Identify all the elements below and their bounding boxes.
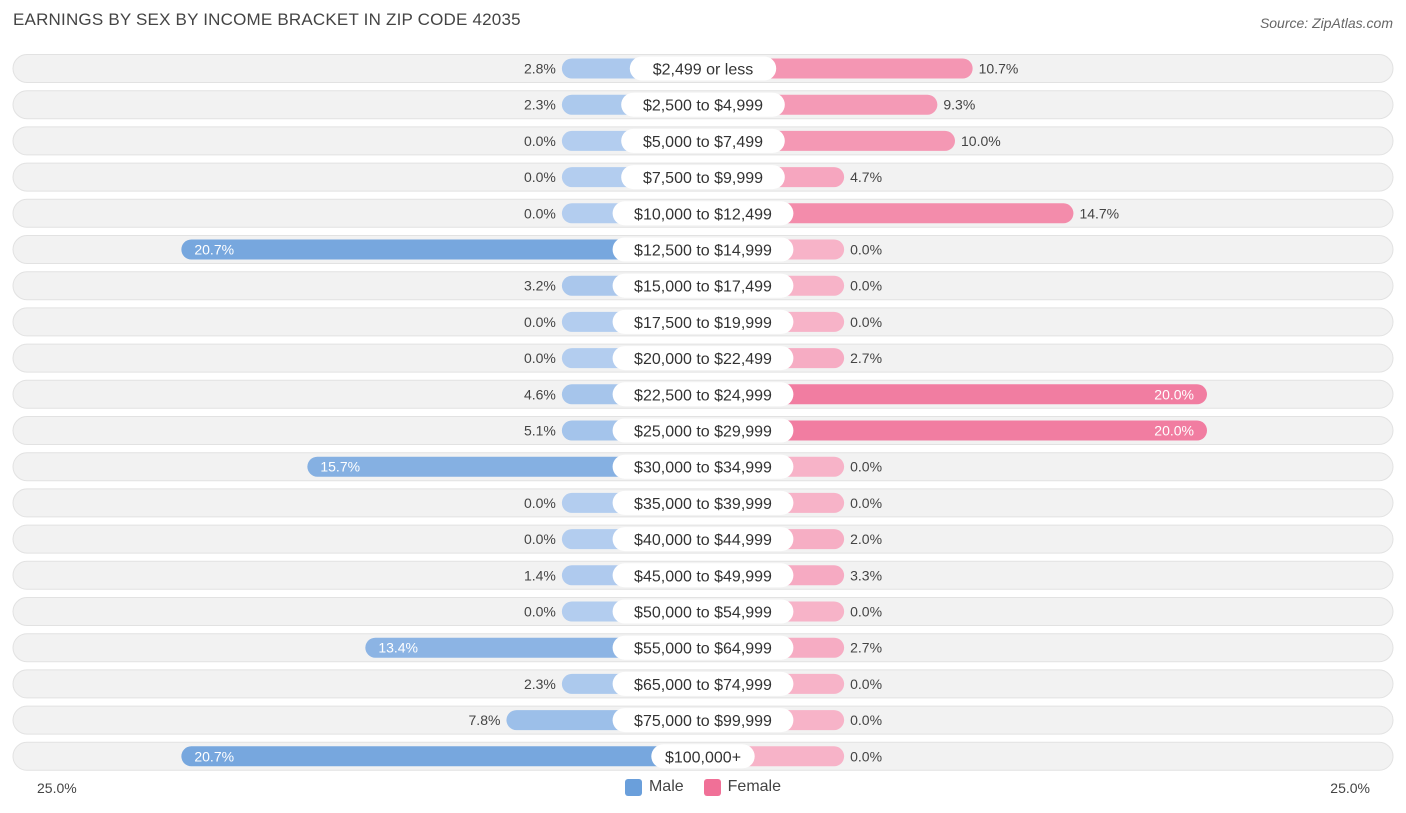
female-value-label: 4.7% bbox=[850, 169, 882, 185]
category-pill bbox=[651, 744, 755, 769]
male-value-label: 0.0% bbox=[524, 531, 556, 547]
category-label: $45,000 to $49,999 bbox=[634, 568, 772, 585]
category-pill bbox=[612, 237, 794, 262]
male-value-label: 2.3% bbox=[524, 97, 556, 113]
category-label: $15,000 to $17,499 bbox=[634, 279, 772, 296]
male-value-label: 3.2% bbox=[524, 278, 556, 294]
female-value-label: 3.3% bbox=[850, 567, 882, 583]
female-swatch bbox=[703, 778, 721, 796]
female-bar bbox=[703, 420, 1207, 441]
female-bar bbox=[703, 384, 1207, 405]
category-label: $40,000 to $44,999 bbox=[634, 532, 772, 549]
axis-right-label: 25.0% bbox=[1330, 780, 1370, 796]
female-value-label: 10.0% bbox=[961, 133, 1001, 149]
source-label: Source: ZipAtlas.com bbox=[1259, 15, 1393, 31]
category-label: $65,000 to $74,999 bbox=[634, 677, 772, 694]
female-value-label: 20.0% bbox=[1154, 423, 1194, 439]
male-swatch bbox=[624, 778, 642, 796]
chart-title: EARNINGS BY SEX BY INCOME BRACKET IN ZIP… bbox=[13, 10, 521, 29]
category-label: $22,500 to $24,999 bbox=[634, 387, 772, 404]
category-pill bbox=[629, 56, 777, 81]
category-label: $20,000 to $22,499 bbox=[634, 351, 772, 368]
female-value-label: 0.0% bbox=[850, 676, 882, 692]
category-label: $35,000 to $39,999 bbox=[634, 496, 772, 513]
category-pill bbox=[612, 527, 794, 552]
female-value-label: 0.0% bbox=[850, 459, 882, 475]
axis-left-label: 25.0% bbox=[37, 780, 77, 796]
legend-female-label: Female bbox=[727, 778, 782, 795]
female-value-label: 2.7% bbox=[850, 640, 882, 656]
female-value-label: 0.0% bbox=[850, 278, 882, 294]
female-value-label: 0.0% bbox=[850, 748, 882, 764]
category-label: $100,000+ bbox=[665, 749, 741, 766]
category-label: $25,000 to $29,999 bbox=[634, 424, 772, 441]
category-pill bbox=[612, 671, 794, 696]
female-value-label: 0.0% bbox=[850, 242, 882, 258]
female-value-label: 10.7% bbox=[979, 61, 1019, 77]
category-label: $50,000 to $54,999 bbox=[634, 605, 772, 622]
male-value-label: 2.3% bbox=[524, 676, 556, 692]
female-value-label: 14.7% bbox=[1079, 205, 1119, 221]
category-pill bbox=[612, 563, 794, 588]
male-value-label: 13.4% bbox=[378, 640, 418, 656]
female-bar bbox=[703, 203, 1074, 224]
category-pill bbox=[621, 128, 785, 153]
category-pill bbox=[612, 346, 794, 371]
male-bar bbox=[181, 746, 704, 767]
category-label: $12,500 to $14,999 bbox=[634, 243, 772, 260]
category-label: $10,000 to $12,499 bbox=[634, 206, 772, 223]
category-label: $17,500 to $19,999 bbox=[634, 315, 772, 332]
male-value-label: 15.7% bbox=[320, 459, 360, 475]
male-value-label: 20.7% bbox=[194, 748, 234, 764]
category-label: $7,500 to $9,999 bbox=[643, 170, 763, 187]
female-value-label: 2.0% bbox=[850, 531, 882, 547]
legend: Male Female bbox=[0, 778, 1406, 796]
female-value-label: 0.0% bbox=[850, 495, 882, 511]
category-pill bbox=[612, 418, 794, 443]
male-value-label: 2.8% bbox=[524, 61, 556, 77]
category-pill bbox=[612, 454, 794, 479]
male-value-label: 4.6% bbox=[524, 386, 556, 402]
male-bar bbox=[307, 456, 703, 477]
male-value-label: 0.0% bbox=[524, 133, 556, 149]
male-value-label: 0.0% bbox=[524, 169, 556, 185]
category-label: $30,000 to $34,999 bbox=[634, 460, 772, 477]
female-value-label: 0.0% bbox=[850, 712, 882, 728]
category-pill bbox=[612, 201, 794, 226]
male-value-label: 0.0% bbox=[524, 604, 556, 620]
male-value-label: 0.0% bbox=[524, 350, 556, 366]
category-pill bbox=[612, 273, 794, 298]
category-pill bbox=[612, 635, 794, 660]
legend-male-label: Male bbox=[648, 778, 684, 795]
category-label: $75,000 to $99,999 bbox=[634, 713, 772, 730]
male-value-label: 20.7% bbox=[194, 242, 234, 258]
male-value-label: 0.0% bbox=[524, 205, 556, 221]
female-value-label: 0.0% bbox=[850, 314, 882, 330]
female-value-label: 0.0% bbox=[850, 604, 882, 620]
female-value-label: 2.7% bbox=[850, 350, 882, 366]
legend-item-male[interactable]: Male bbox=[624, 778, 684, 796]
female-value-label: 9.3% bbox=[943, 97, 975, 113]
category-pill bbox=[612, 599, 794, 624]
category-label: $55,000 to $64,999 bbox=[634, 641, 772, 658]
category-pill bbox=[612, 490, 794, 515]
category-label: $5,000 to $7,499 bbox=[643, 134, 763, 151]
male-value-label: 0.0% bbox=[524, 314, 556, 330]
male-value-label: 7.8% bbox=[469, 712, 501, 728]
male-value-label: 0.0% bbox=[524, 495, 556, 511]
male-value-label: 1.4% bbox=[524, 567, 556, 583]
category-pill bbox=[621, 92, 785, 117]
category-label: $2,500 to $4,999 bbox=[643, 98, 763, 115]
category-pill bbox=[621, 165, 785, 190]
male-value-label: 5.1% bbox=[524, 423, 556, 439]
category-pill bbox=[612, 382, 794, 407]
legend-item-female[interactable]: Female bbox=[703, 778, 782, 796]
female-value-label: 20.0% bbox=[1154, 386, 1194, 402]
category-pill bbox=[612, 708, 794, 733]
category-label: $2,499 or less bbox=[653, 62, 754, 79]
male-bar bbox=[181, 239, 704, 260]
category-pill bbox=[612, 309, 794, 334]
